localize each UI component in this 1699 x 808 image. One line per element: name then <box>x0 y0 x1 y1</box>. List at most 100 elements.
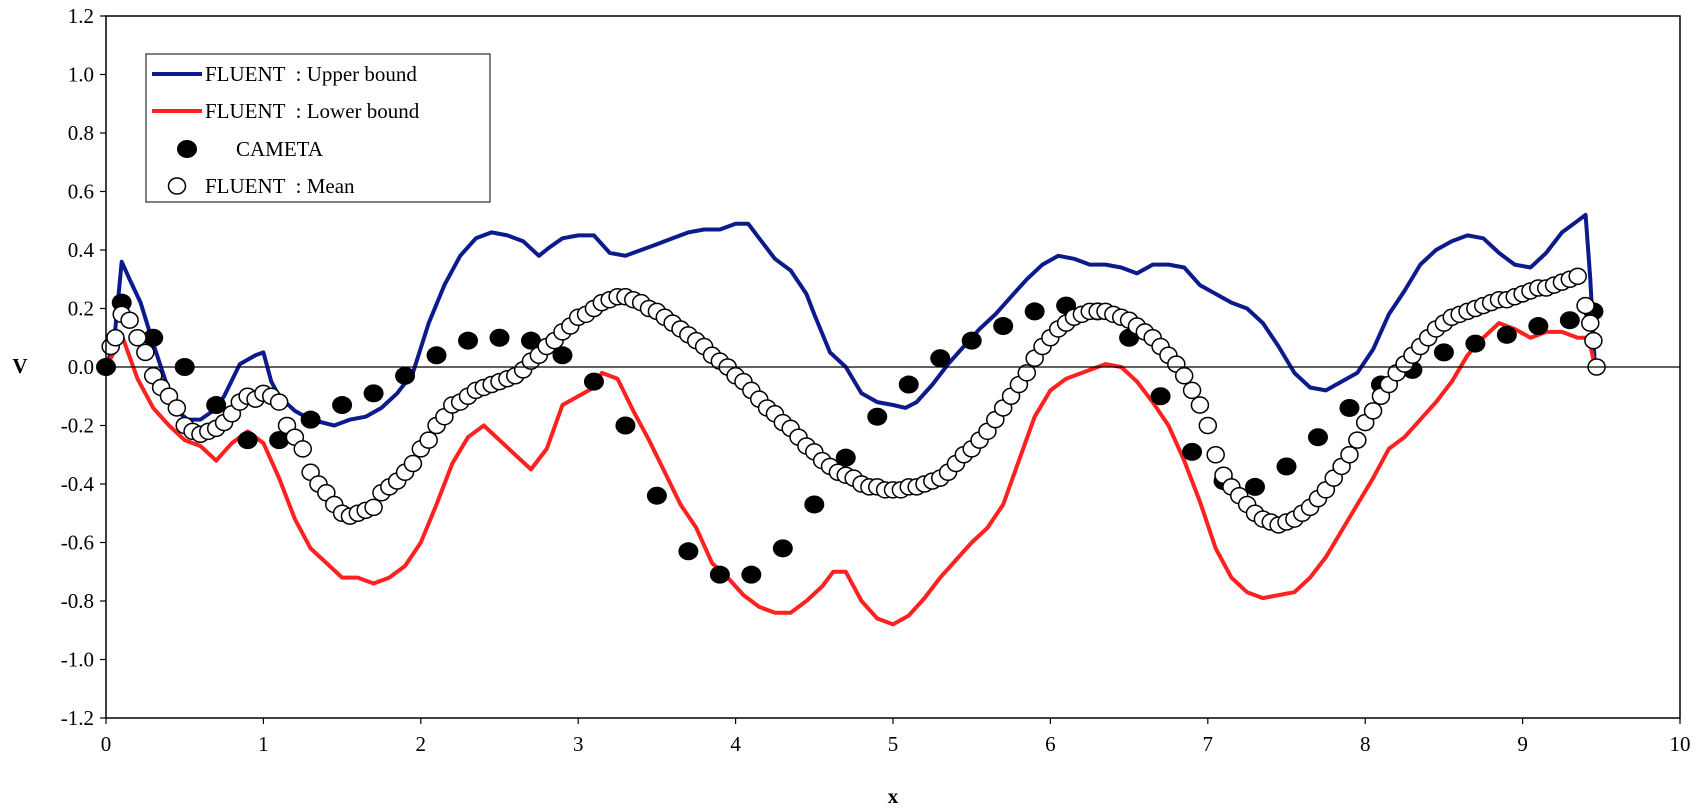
cameta-point <box>709 565 730 584</box>
cameta-point <box>678 542 699 561</box>
x-tick-label: 6 <box>1045 732 1056 756</box>
fluent-mean-point <box>1348 431 1367 449</box>
cameta-point <box>646 486 667 505</box>
cameta-point <box>206 396 227 415</box>
cameta-point <box>835 448 856 467</box>
lower-bound-line <box>104 321 1597 627</box>
cameta-point <box>332 396 353 415</box>
x-tick-label: 3 <box>573 732 584 756</box>
y-tick-label: 0.0 <box>68 355 94 379</box>
series-1 <box>104 321 1597 627</box>
series-3 <box>101 267 1606 534</box>
cameta-point <box>1339 398 1360 417</box>
cameta-point <box>615 416 636 435</box>
x-tick-label: 2 <box>416 732 427 756</box>
cameta-point <box>1528 317 1549 336</box>
cameta-point <box>143 328 164 347</box>
cameta-point <box>1559 311 1580 330</box>
cameta-point <box>269 431 290 450</box>
fluent-mean-point <box>1584 331 1603 350</box>
fluent-mean-point <box>293 440 312 458</box>
cameta-point <box>458 331 479 350</box>
fluent-mean-point <box>1363 402 1383 420</box>
x-tick-label: 5 <box>888 732 899 756</box>
fluent-mean-point <box>269 393 289 411</box>
y-tick-label: 1.2 <box>68 4 94 28</box>
x-tick-label: 4 <box>730 732 741 756</box>
cameta-point <box>300 410 321 429</box>
cameta-point <box>1276 457 1297 476</box>
legend-upper-bound-label: FLUENT : Upper bound <box>205 62 417 86</box>
cameta-point <box>898 375 919 394</box>
fluent-mean-point <box>403 454 423 473</box>
x-tick-label: 9 <box>1517 732 1528 756</box>
y-tick-label: -1.0 <box>61 648 94 672</box>
y-tick-label: -1.2 <box>61 706 94 730</box>
fluent-mean-point <box>1182 381 1202 400</box>
fluent-mean-point <box>120 311 139 329</box>
y-tick-label: -0.2 <box>61 414 94 438</box>
fluent-mean-point <box>136 343 155 362</box>
upper-bound-line <box>104 212 1597 428</box>
cameta-point <box>1024 302 1045 321</box>
cameta-point <box>1465 334 1486 353</box>
fluent-mean-point <box>1576 296 1595 315</box>
y-tick-label: 0.4 <box>68 238 95 262</box>
y-tick-label: 1.0 <box>68 63 94 87</box>
cameta-point <box>804 495 825 514</box>
fluent-mean-point <box>1206 446 1225 464</box>
y-tick-label: 0.2 <box>68 297 94 321</box>
y-tick-label: 0.8 <box>68 121 94 145</box>
cameta-point <box>741 565 762 584</box>
fluent-mean-point <box>1198 416 1218 435</box>
cameta-point <box>961 331 982 350</box>
x-tick-label: 1 <box>258 732 269 756</box>
fluent-mean-point <box>106 329 125 347</box>
y-axis-title: V <box>12 354 27 378</box>
x-tick-label: 7 <box>1203 732 1214 756</box>
x-tick-label: 8 <box>1360 732 1371 756</box>
legend-box <box>145 53 491 203</box>
cameta-point <box>867 407 888 426</box>
fluent-mean-point <box>1174 367 1194 385</box>
legend-mean-label: FLUENT : Mean <box>205 174 355 198</box>
cameta-point <box>1307 428 1328 447</box>
legend-mean-marker <box>167 177 187 195</box>
series-layer <box>96 212 1606 627</box>
series-0 <box>104 212 1597 428</box>
legend: FLUENT : Upper bound FLUENT : Lower boun… <box>145 53 491 203</box>
cameta-point <box>583 372 604 391</box>
fluent-mean-point <box>364 498 383 517</box>
cameta-point <box>363 384 384 403</box>
cameta-point <box>1496 325 1517 344</box>
y-tick-label: -0.4 <box>61 472 95 496</box>
x-tick-label: 0 <box>101 732 112 756</box>
cameta-point <box>552 346 573 365</box>
legend-cameta-marker <box>177 140 197 158</box>
legend-cameta-label: CAMETA <box>236 137 324 161</box>
y-tick-label: -0.8 <box>61 589 94 613</box>
cameta-point <box>930 349 951 368</box>
y-tick-label: -0.6 <box>61 531 94 555</box>
cameta-point <box>520 331 541 350</box>
x-tick-label: 10 <box>1670 732 1691 756</box>
fluent-mean-point <box>128 329 147 347</box>
fluent-mean-point <box>419 431 438 449</box>
y-axis-ticks: 1.2 1.0 0.8 0.6 0.4 0.2 0.0 -0.2 -0.4 -0.6 -0.8 -1.… <box>61 4 106 730</box>
cameta-point <box>1150 387 1171 406</box>
cameta-point <box>772 539 793 558</box>
cameta-point <box>1433 343 1454 362</box>
cameta-point <box>489 328 510 347</box>
fluent-mean-point <box>1568 267 1587 286</box>
y-tick-label: 0.6 <box>68 180 94 204</box>
fluent-mean-point <box>167 399 187 417</box>
legend-lower-bound-label: FLUENT : Lower bound <box>205 99 420 123</box>
fluent-mean-point <box>1340 446 1359 464</box>
fluent-mean-point <box>1017 364 1037 382</box>
cameta-point <box>395 366 416 385</box>
fluent-mean-point <box>1190 396 1210 414</box>
x-axis-title: x <box>888 784 899 808</box>
x-axis-ticks: 0 1 2 3 4 5 6 7 8 9 10 <box>101 718 1691 756</box>
cameta-point <box>993 317 1014 336</box>
